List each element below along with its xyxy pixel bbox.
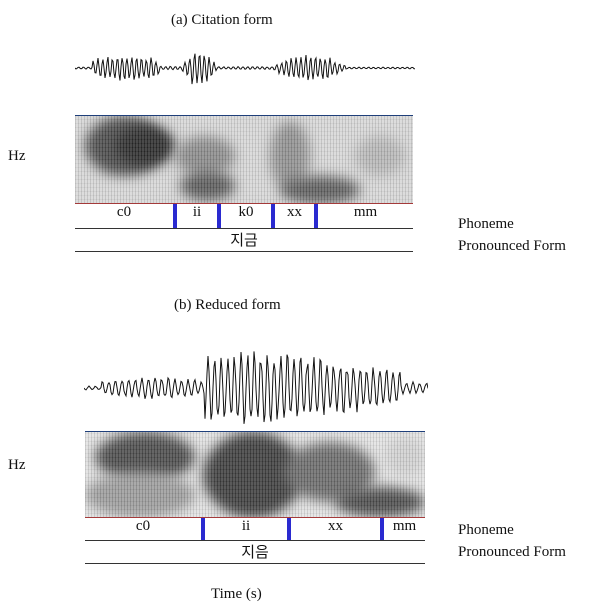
- x-axis-label: Time (s): [211, 586, 262, 602]
- panel-a-seg-c0: c0: [116, 204, 132, 220]
- panel-a-waveform: [75, 53, 415, 85]
- panel-b-waveform: [84, 351, 428, 424]
- panel-b-spectrogram: [85, 431, 425, 518]
- panel-a-seg-k0: k0: [238, 204, 254, 220]
- panel-a-boundary-4: [314, 204, 318, 228]
- panel-a-caption: (a) Citation form: [171, 12, 273, 28]
- panel-b-seg-ii: ii: [241, 518, 251, 534]
- panel-b-boundary-3: [380, 518, 384, 540]
- panel-b-legend-phoneme: Phoneme: [458, 522, 514, 538]
- panel-a-legend: Phoneme Pronounced Form: [458, 213, 566, 257]
- panel-b-legend: Phoneme Pronounced Form: [458, 519, 566, 563]
- panel-b-word-tier: 지음: [85, 541, 425, 564]
- panel-b-seg-xx: xx: [328, 518, 343, 534]
- panel-b-word: 지음: [241, 543, 269, 561]
- panel-a-seg-xx: xx: [287, 204, 302, 220]
- panel-b-legend-pronounced: Pronounced Form: [458, 544, 566, 560]
- panel-a-boundary-2: [217, 204, 221, 228]
- panel-b-tier-top-line: [85, 517, 425, 518]
- panel-a-word: 지금: [230, 231, 258, 249]
- panel-a-legend-pronounced: Pronounced Form: [458, 238, 566, 254]
- panel-b-y-label: Hz: [8, 457, 26, 473]
- panel-a-legend-phoneme: Phoneme: [458, 216, 514, 232]
- panel-a-y-label: Hz: [8, 148, 26, 164]
- panel-a-spectrogram: [75, 115, 413, 204]
- panel-a-seg-ii: ii: [192, 204, 202, 220]
- panel-a-boundary-1: [173, 204, 177, 228]
- panel-b-seg-c0: c0: [135, 518, 151, 534]
- panel-b-phoneme-tier: c0 ii xx mm: [85, 518, 425, 541]
- panel-a-tier-top-line: [75, 203, 413, 204]
- panel-b-boundary-2: [287, 518, 291, 540]
- panel-b-seg-mm: mm: [392, 518, 417, 534]
- panel-a-phoneme-tier: c0 ii k0 xx mm: [75, 204, 413, 229]
- panel-a-boundary-3: [271, 204, 275, 228]
- panel-b-caption: (b) Reduced form: [174, 297, 281, 313]
- panel-b-boundary-1: [201, 518, 205, 540]
- panel-a-word-tier: 지금: [75, 229, 413, 252]
- panel-a-seg-mm: mm: [353, 204, 378, 220]
